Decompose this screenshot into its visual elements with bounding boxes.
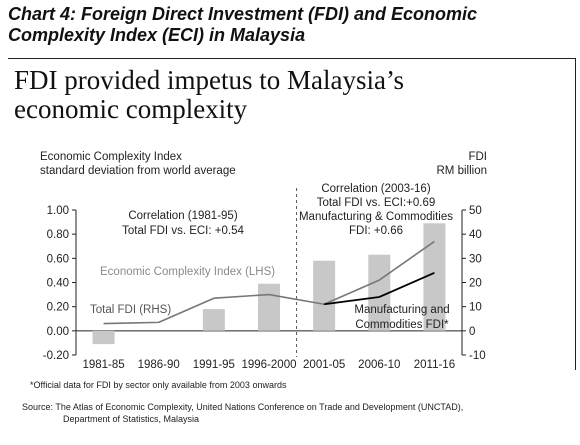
right-tick-label: 30 <box>469 253 482 265</box>
source-line1: Source: The Atlas of Economic Complexity… <box>22 402 464 412</box>
mfg-series-label-line1: Manufacturing and <box>354 304 449 316</box>
corr2-line1: Correlation (2003-16) <box>321 183 430 195</box>
chart-heading-line2: Complexity Index (ECI) in Malaysia <box>8 25 306 45</box>
eci-series-label: Economic Complexity Index (LHS) <box>100 266 275 278</box>
left-axis-title-line2: standard deviation from world average <box>40 165 236 177</box>
corr1-line2: Total FDI vs. ECI: +0.54 <box>122 225 244 237</box>
eci-bar <box>423 223 446 331</box>
eci-bar <box>313 260 336 331</box>
right-axis-title-line1: FDI <box>468 151 487 163</box>
corr1-line1: Correlation (1981-95) <box>128 210 237 222</box>
corr2-line3: Manufacturing & Commodities <box>299 211 453 223</box>
left-tick-label: 0.20 <box>47 302 69 314</box>
category-label: 2006-10 <box>358 359 400 371</box>
left-tick-label: 0.00 <box>47 326 69 338</box>
eci-bar <box>258 283 280 331</box>
eci-bar <box>368 254 391 331</box>
category-label: 2001-05 <box>303 359 345 371</box>
mfg-fdi-line <box>324 272 435 306</box>
left-tick-label: 0.80 <box>47 229 69 241</box>
category-label: 1996-2000 <box>242 359 297 371</box>
left-tick-label: 1.00 <box>47 205 69 217</box>
left-tick-label: 0.40 <box>47 278 69 290</box>
category-label: 1991-95 <box>193 359 235 371</box>
fdi-series-label: Total FDI (RHS) <box>90 304 171 316</box>
right-tick-label: 10 <box>469 302 482 314</box>
headline: FDI provided impetus to Malaysia’s econo… <box>14 66 534 124</box>
headline-line1: FDI provided impetus to Malaysia’s <box>14 65 404 95</box>
right-tick-label: 40 <box>469 229 482 241</box>
left-axis-title-line1: Economic Complexity Index <box>40 151 182 163</box>
corr2-line2: Total FDI vs. ECI:+0.69 <box>317 197 436 209</box>
category-label: 1986-90 <box>138 359 180 371</box>
total-fdi-line <box>103 240 435 325</box>
source-line2: Department of Statistics, Malaysia <box>63 414 200 424</box>
right-tick-label: -10 <box>469 350 486 362</box>
left-tick-label: -0.20 <box>43 350 69 362</box>
right-tick-label: 0 <box>469 326 475 338</box>
chart-heading: Chart 4: Foreign Direct Investment (FDI)… <box>8 4 568 46</box>
eci-bar <box>202 309 225 331</box>
mfg-series-label-line2: Commodities FDI* <box>355 319 449 331</box>
chart-heading-line1: Chart 4: Foreign Direct Investment (FDI)… <box>8 4 478 24</box>
category-label: 2011-16 <box>414 359 455 371</box>
right-tick-label: 20 <box>469 278 482 290</box>
headline-line2: economic complexity <box>14 94 248 124</box>
right-tick-label: 50 <box>469 205 482 217</box>
corr2-line4: FDI: +0.66 <box>349 225 403 237</box>
eci-bar <box>92 330 115 345</box>
chart-frame <box>8 58 576 370</box>
footnote: *Official data for FDI by sector only av… <box>30 380 287 390</box>
right-axis-title-line2: RM billion <box>437 165 488 177</box>
category-label: 1981-85 <box>82 359 124 371</box>
left-tick-label: 0.60 <box>47 253 69 265</box>
